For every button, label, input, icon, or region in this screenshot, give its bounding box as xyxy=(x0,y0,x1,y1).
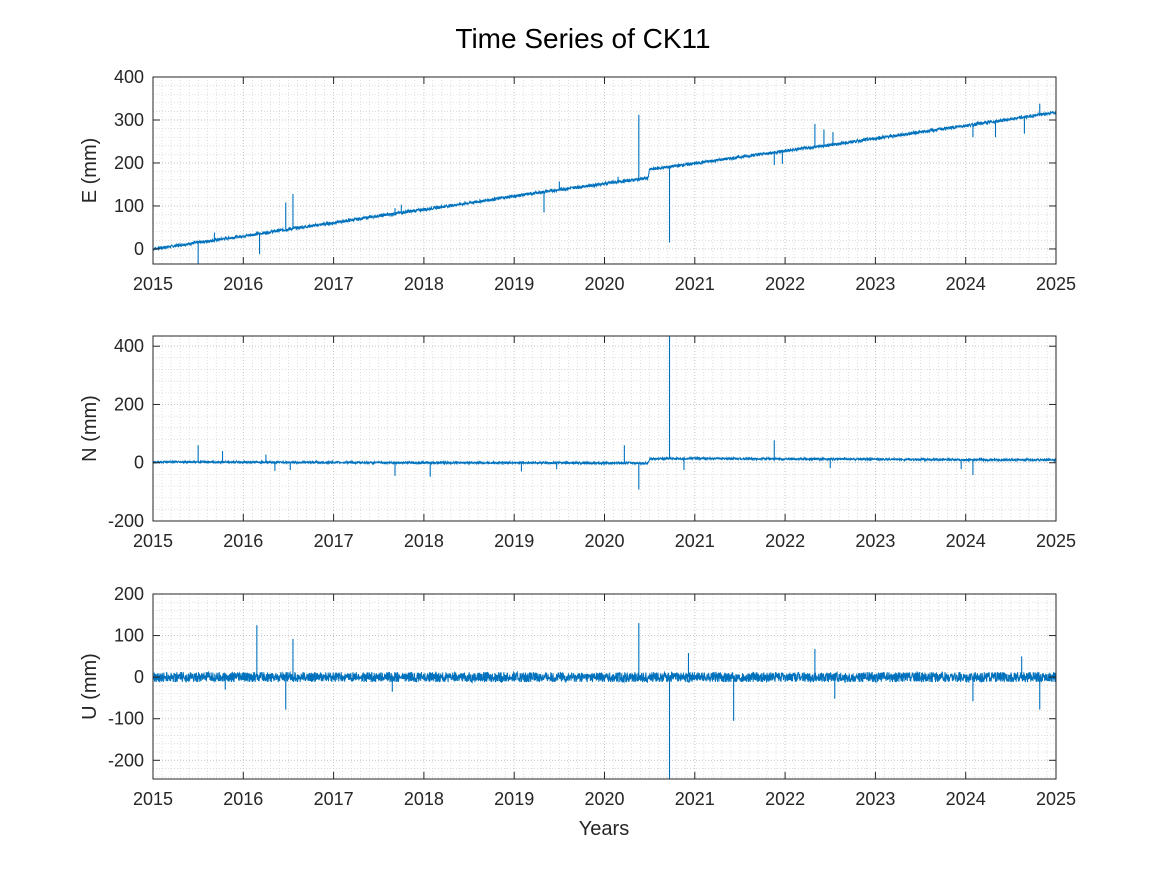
y-tick-label: 0 xyxy=(134,239,144,259)
x-tick-label: 2018 xyxy=(404,789,444,809)
y-axis-label: E (mm) xyxy=(79,138,101,204)
x-tick-label: 2015 xyxy=(133,531,173,551)
x-tick-label: 2015 xyxy=(133,789,173,809)
y-tick-label: 200 xyxy=(114,394,144,414)
x-ticks: 2015 2016 2017 2018 2019 2020 2021 2022 2023 2024… xyxy=(133,77,1076,294)
y-tick-label: 300 xyxy=(114,110,144,130)
y-tick-label: 400 xyxy=(114,336,144,356)
x-tick-label: 2015 xyxy=(133,274,173,294)
x-tick-label: 2022 xyxy=(765,789,805,809)
y-ticks: 0 100 200 300 400 xyxy=(114,67,1056,259)
x-tick-label: 2020 xyxy=(584,789,624,809)
x-tick-label: 2020 xyxy=(584,274,624,294)
x-ticks: 2015 2016 2017 2018 2019 2020 2021 2022 2023 2024… xyxy=(133,594,1076,809)
x-tick-label: 2021 xyxy=(675,274,715,294)
y-tick-label: 100 xyxy=(114,626,144,646)
y-tick-label: -100 xyxy=(108,709,144,729)
y-tick-label: 200 xyxy=(114,584,144,604)
x-tick-label: 2019 xyxy=(494,789,534,809)
x-tick-label: 2021 xyxy=(675,531,715,551)
y-axis-label: N (mm) xyxy=(79,395,101,462)
x-tick-label: 2016 xyxy=(223,274,263,294)
y-tick-label: 100 xyxy=(114,196,144,216)
y-axis-label: U (mm) xyxy=(79,653,101,720)
x-tick-label: 2017 xyxy=(314,531,354,551)
x-tick-label: 2024 xyxy=(946,789,986,809)
x-ticks: 2015 2016 2017 2018 2019 2020 2021 2022 2023 2024… xyxy=(133,336,1076,551)
x-tick-label: 2023 xyxy=(855,274,895,294)
y-tick-label: 200 xyxy=(114,153,144,173)
series-path xyxy=(153,110,1056,252)
x-tick-label: 2016 xyxy=(223,789,263,809)
x-tick-label: 2025 xyxy=(1036,531,1076,551)
y-tick-label: -200 xyxy=(108,511,144,531)
figure-title: Time Series of CK11 xyxy=(455,23,710,54)
x-tick-label: 2024 xyxy=(946,274,986,294)
series-line-1-0 xyxy=(153,336,1056,490)
x-tick-label: 2017 xyxy=(314,274,354,294)
subplot-2: 2015 2016 2017 2018 2019 2020 2021 2022 2023 2024… xyxy=(79,584,1076,809)
x-tick-label: 2016 xyxy=(223,531,263,551)
x-tick-label: 2022 xyxy=(765,274,805,294)
series-line-2-0 xyxy=(153,623,1056,779)
x-tick-label: 2022 xyxy=(765,531,805,551)
y-tick-label: 0 xyxy=(134,453,144,473)
y-tick-label: 0 xyxy=(134,667,144,687)
series-path xyxy=(153,670,1056,684)
y-tick-label: -200 xyxy=(108,750,144,770)
subplot-0: 2015 2016 2017 2018 2019 2020 2021 2022 2023 2024… xyxy=(79,67,1076,294)
x-tick-label: 2019 xyxy=(494,274,534,294)
x-tick-label: 2025 xyxy=(1036,274,1076,294)
x-tick-label: 2024 xyxy=(946,531,986,551)
series-path xyxy=(153,455,1056,466)
x-tick-label: 2025 xyxy=(1036,789,1076,809)
subplot-1: 2015 2016 2017 2018 2019 2020 2021 2022 2023 2024… xyxy=(79,335,1076,551)
y-ticks: -200 0 200 400 xyxy=(108,336,1056,531)
x-tick-label: 2019 xyxy=(494,531,534,551)
x-tick-label: 2017 xyxy=(314,789,354,809)
series-line-0-0 xyxy=(153,103,1056,264)
x-tick-label: 2018 xyxy=(404,274,444,294)
y-ticks: -200 -100 0 100 200 xyxy=(108,584,1056,770)
x-tick-label: 2020 xyxy=(584,531,624,551)
y-tick-label: 400 xyxy=(114,67,144,87)
x-tick-label: 2023 xyxy=(855,789,895,809)
x-tick-label: 2023 xyxy=(855,531,895,551)
x-tick-label: 2021 xyxy=(675,789,715,809)
x-axis-label: Years xyxy=(579,818,629,840)
x-tick-label: 2018 xyxy=(404,531,444,551)
